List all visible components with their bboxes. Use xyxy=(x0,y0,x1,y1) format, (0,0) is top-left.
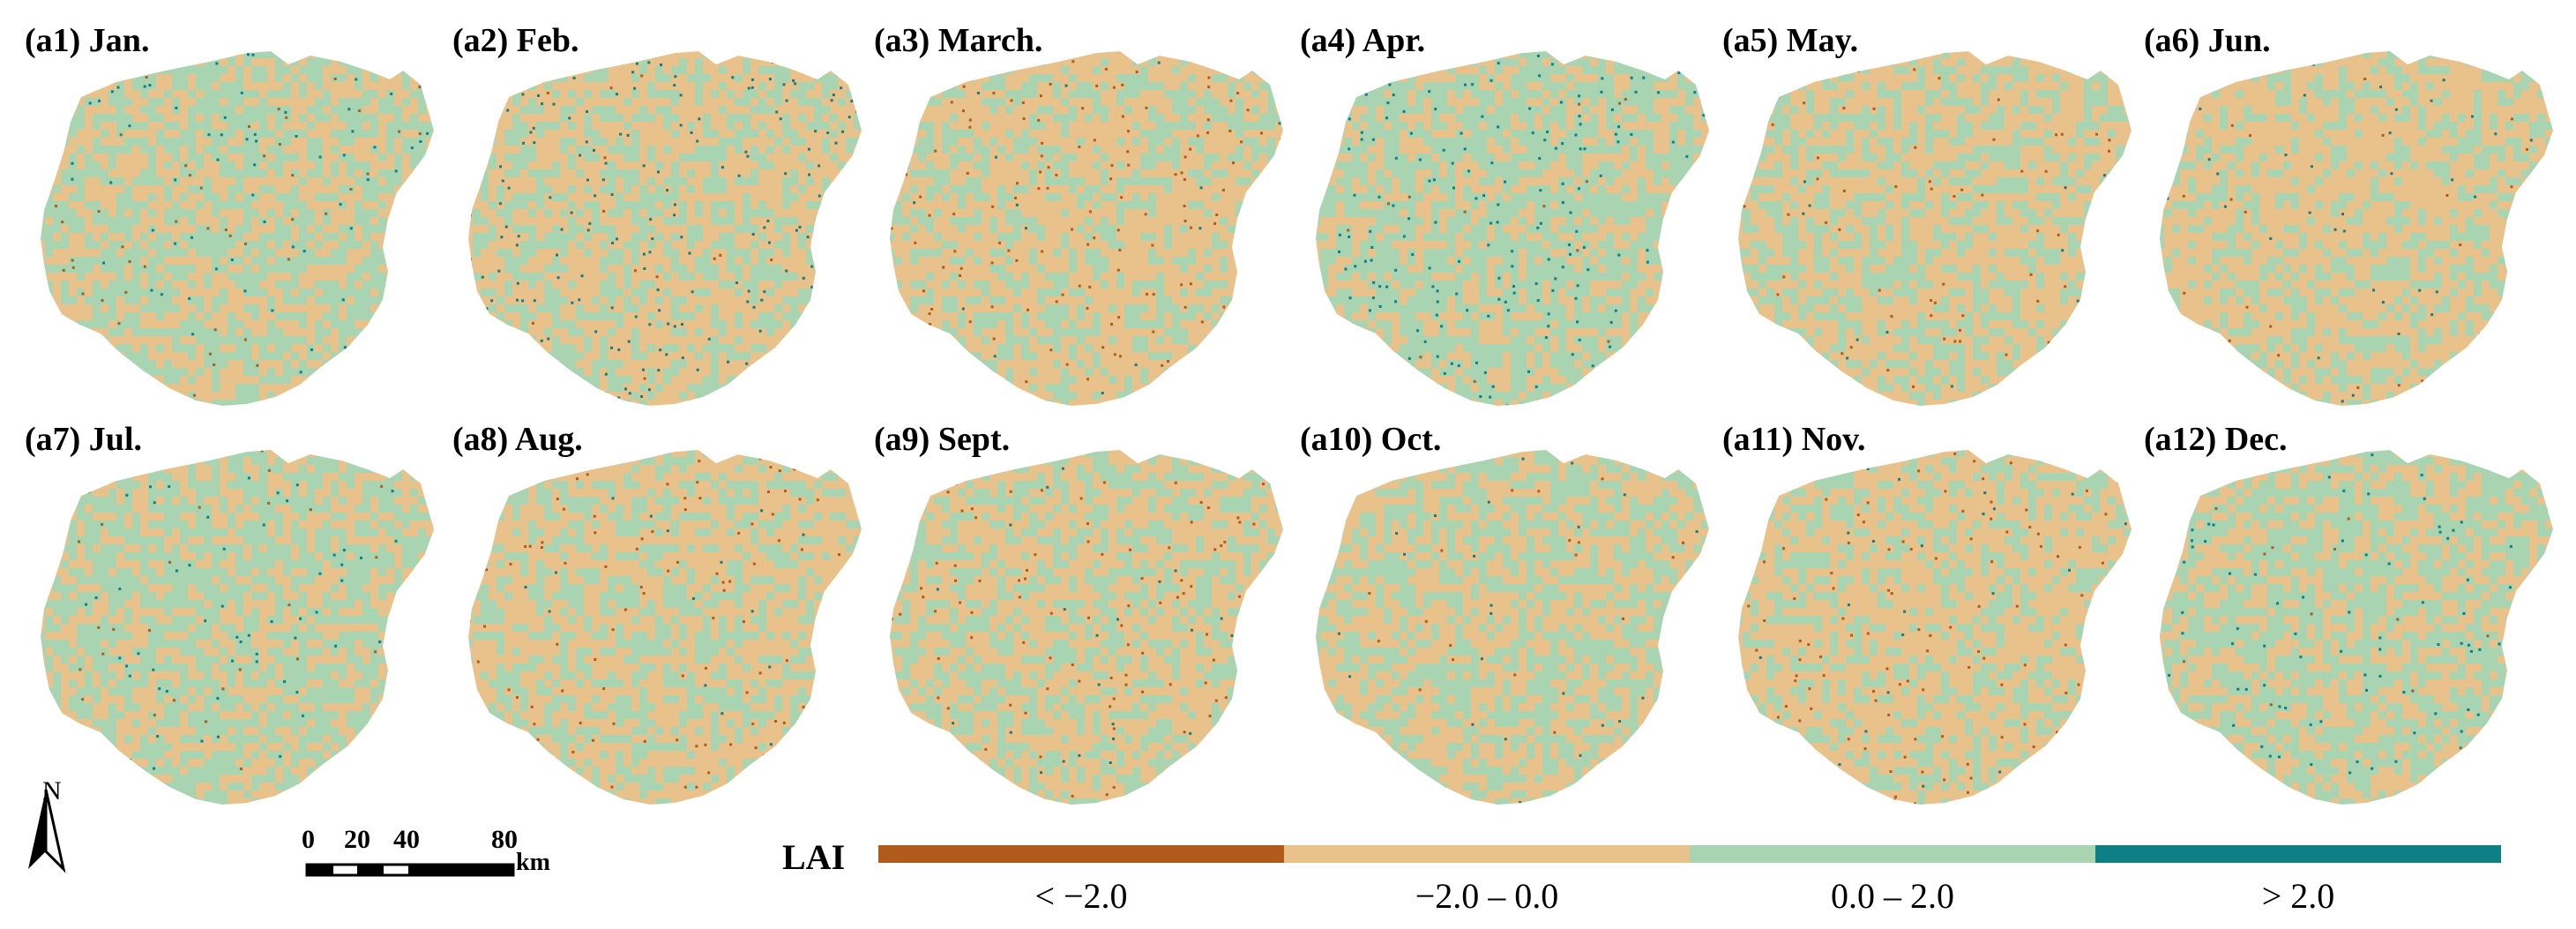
panel-title: (a7) Jul. xyxy=(25,421,142,458)
lai-map xyxy=(1738,51,2132,406)
panel-title: (a6) Jun. xyxy=(2144,22,2271,59)
legend-color-bar xyxy=(878,845,2501,863)
panel-title: (a3) March. xyxy=(874,22,1043,59)
lai-map xyxy=(1316,450,1709,805)
panel-title: (a2) Feb. xyxy=(452,22,579,59)
legend-swatch xyxy=(1690,845,2095,863)
lai-map xyxy=(890,51,1283,406)
lai-map xyxy=(2160,51,2553,406)
scale-tick-20: 20 xyxy=(344,825,370,854)
panel-title: (a9) Sept. xyxy=(874,421,1011,458)
legend-class-label: 0.0 – 2.0 xyxy=(1831,876,1954,916)
panel-title: (a12) Dec. xyxy=(2144,421,2288,458)
lai-map xyxy=(468,450,862,805)
map-panel: (a2) Feb. xyxy=(447,16,870,431)
north-arrow-icon xyxy=(28,789,66,873)
map-panel: (a3) March. xyxy=(869,16,1292,431)
panel-title: (a5) May. xyxy=(1722,22,1859,59)
lai-map xyxy=(1738,450,2132,805)
scale-tick-0: 0 xyxy=(302,825,315,854)
panel-title: (a1) Jan. xyxy=(25,22,150,59)
map-panel: (a5) May. xyxy=(1717,16,2140,431)
panel-title: (a10) Oct. xyxy=(1300,421,1442,458)
map-panel: (a10) Oct. xyxy=(1295,415,1718,829)
panel-title: (a4) Apr. xyxy=(1300,22,1426,59)
map-panel: (a4) Apr. xyxy=(1295,16,1718,431)
map-panel: (a1) Jan. xyxy=(19,16,443,431)
legend-class-label: −2.0 – 0.0 xyxy=(1415,876,1559,916)
map-panel: (a7) Jul. xyxy=(19,415,443,829)
lai-map xyxy=(1316,51,1709,406)
scale-tick-40: 40 xyxy=(393,825,420,854)
map-panel: (a11) Nov. xyxy=(1717,415,2140,829)
legend-title: LAI xyxy=(782,837,846,877)
scale-unit: km xyxy=(516,849,550,876)
legend-swatch xyxy=(878,845,1284,863)
legend-swatch xyxy=(2095,845,2501,863)
map-panel: (a6) Jun. xyxy=(2139,16,2562,431)
map-panel: (a8) Aug. xyxy=(447,415,870,829)
panel-title: (a11) Nov. xyxy=(1722,421,1866,458)
map-panel: (a12) Dec. xyxy=(2139,415,2562,829)
scale-tick-80: 80 xyxy=(491,825,518,854)
panel-title: (a8) Aug. xyxy=(452,421,583,458)
legend-swatch xyxy=(1284,845,1690,863)
scale-bar xyxy=(305,863,515,877)
lai-map xyxy=(890,450,1283,805)
legend-class-label: > 2.0 xyxy=(2261,876,2335,916)
lai-map xyxy=(41,450,434,805)
legend-class-label: < −2.0 xyxy=(1034,876,1128,916)
lai-map xyxy=(468,51,862,406)
map-panel: (a9) Sept. xyxy=(869,415,1292,829)
lai-map xyxy=(2160,450,2553,805)
lai-map xyxy=(41,51,434,406)
